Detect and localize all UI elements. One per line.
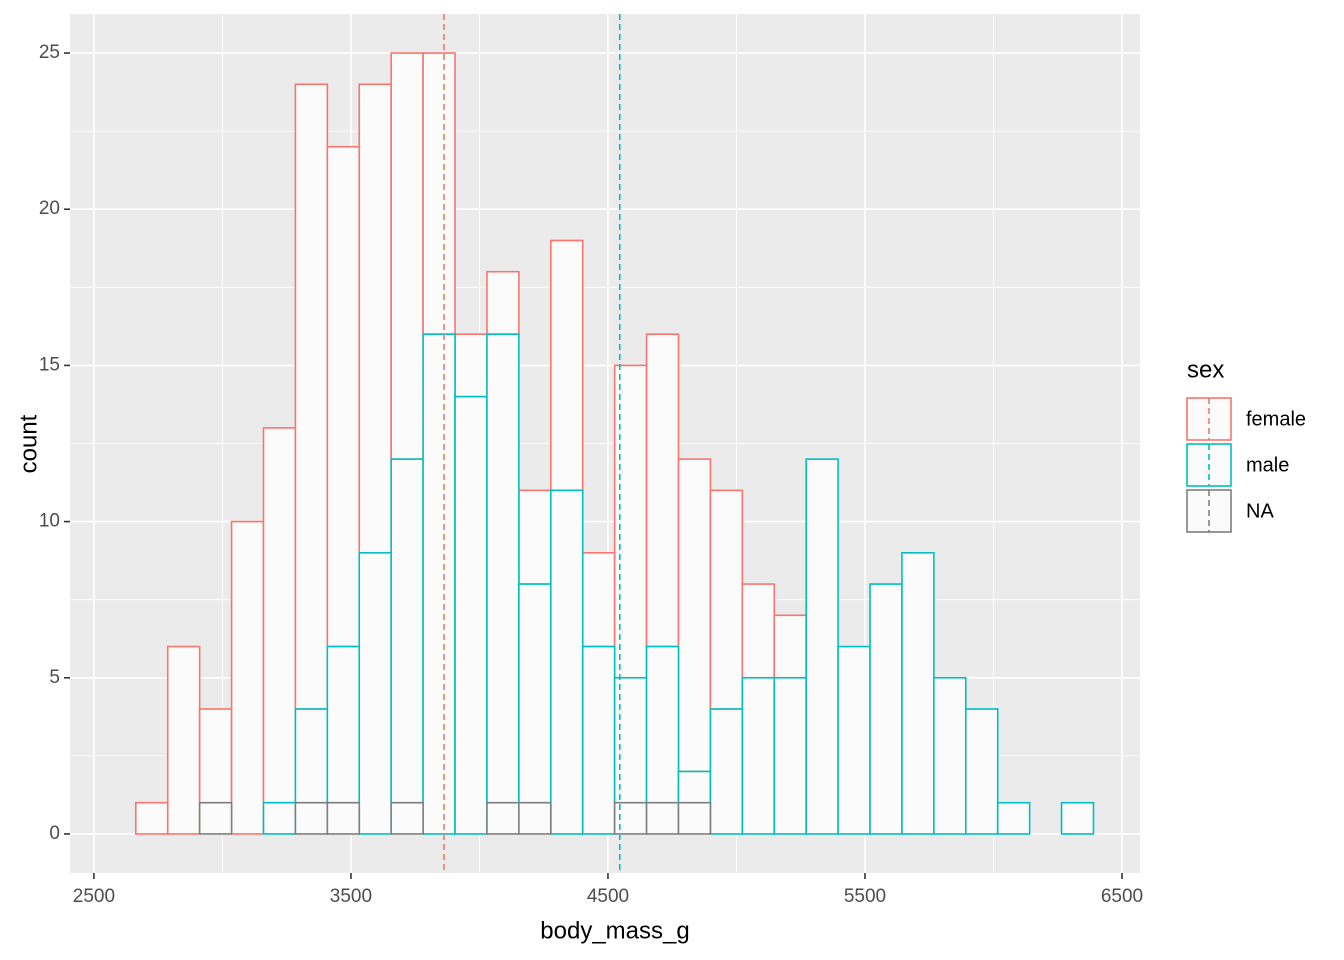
- bar: [645, 645, 680, 804]
- bar: [326, 145, 361, 648]
- y-tick-label: 5: [49, 667, 60, 688]
- bar: [454, 333, 488, 398]
- y-tick-label: 0: [49, 823, 60, 844]
- bar: [996, 801, 1031, 835]
- bar: [645, 801, 680, 835]
- bar: [773, 676, 807, 835]
- bar: [869, 583, 903, 835]
- bar: [390, 458, 424, 804]
- bar: [677, 458, 712, 773]
- bar: [134, 801, 169, 835]
- bar: [901, 552, 935, 835]
- bar: [677, 770, 712, 804]
- bar: [198, 801, 233, 835]
- bar: [837, 645, 871, 835]
- x-tick-label: 3500: [330, 886, 372, 907]
- bar: [709, 708, 744, 835]
- bar: [709, 489, 744, 710]
- bar: [422, 52, 456, 335]
- bar: [549, 239, 584, 492]
- bar: [1060, 801, 1095, 835]
- bar: [294, 801, 329, 835]
- legend-label: male: [1246, 454, 1289, 476]
- bar: [390, 801, 424, 835]
- y-tick-label: 10: [39, 511, 60, 532]
- bar: [230, 520, 265, 835]
- bar: [166, 645, 201, 835]
- bar: [518, 583, 552, 804]
- y-tick-label: 15: [39, 354, 60, 375]
- bar: [486, 333, 520, 804]
- y-tick-label: 25: [39, 42, 60, 63]
- bar: [741, 583, 776, 679]
- bar: [518, 489, 552, 585]
- bar: [262, 427, 297, 804]
- bar: [805, 458, 839, 835]
- bar: [454, 395, 488, 835]
- x-tick-label: 5500: [844, 886, 886, 907]
- bar: [262, 801, 297, 835]
- bar: [549, 489, 584, 835]
- bar: [741, 676, 776, 835]
- bar: [581, 552, 616, 648]
- y-tick-label: 20: [39, 198, 60, 219]
- bar: [645, 333, 680, 648]
- bar: [518, 801, 552, 835]
- bar: [773, 614, 807, 679]
- bar: [933, 676, 967, 835]
- bar: [294, 83, 329, 710]
- bar: [326, 645, 361, 804]
- bar: [294, 708, 329, 804]
- bar: [964, 708, 999, 835]
- bar: [326, 801, 361, 835]
- bar: [422, 333, 456, 835]
- bar: [390, 52, 424, 460]
- legend-label: NA: [1246, 500, 1274, 522]
- x-axis-label: body_mass_g: [540, 917, 689, 944]
- x-tick-label: 4500: [587, 886, 629, 907]
- x-tick-label: 6500: [1101, 886, 1143, 907]
- bar: [677, 801, 712, 835]
- y-axis-label: count: [15, 414, 42, 473]
- x-tick-label: 2500: [73, 886, 115, 907]
- bar: [613, 364, 648, 679]
- bar: [358, 552, 392, 835]
- bar: [358, 83, 392, 554]
- bar: [486, 801, 520, 835]
- bar: [581, 645, 616, 835]
- bar: [198, 708, 233, 804]
- bar: [486, 270, 520, 335]
- legend-label: female: [1246, 408, 1306, 430]
- legend-title: sex: [1187, 356, 1224, 383]
